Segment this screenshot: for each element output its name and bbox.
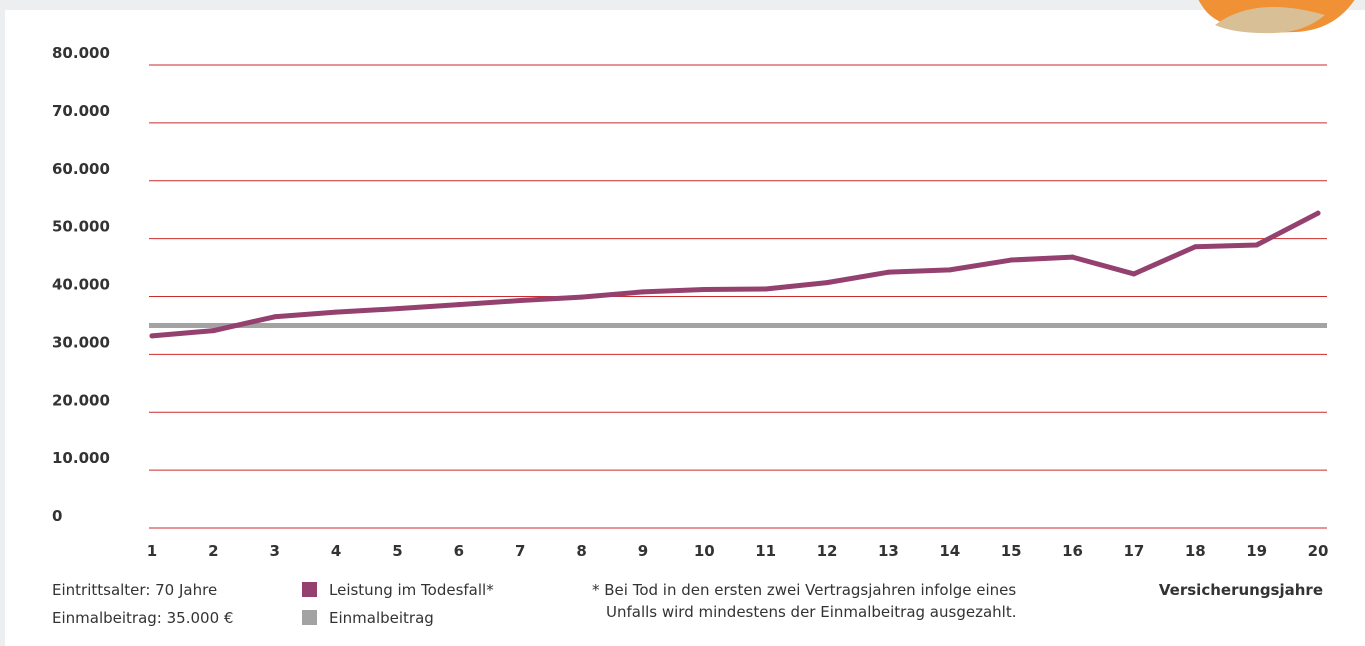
y-tick-label: 40.000 bbox=[52, 276, 110, 294]
y-tick-label: 60.000 bbox=[52, 160, 110, 178]
data-point bbox=[1192, 244, 1198, 250]
x-tick-label: 16 bbox=[1062, 542, 1083, 560]
series-lines bbox=[149, 210, 1327, 339]
x-tick-label: 12 bbox=[817, 542, 838, 560]
x-axis-ticks: 1 2 3 4 5 6 7 8 9 10 11 12 13 14 15 16 17 18 19 20 bbox=[147, 542, 1329, 560]
data-point bbox=[1008, 257, 1014, 263]
data-point bbox=[394, 306, 400, 312]
y-tick-label: 30.000 bbox=[52, 333, 110, 351]
data-point bbox=[333, 309, 339, 315]
x-tick-label: 13 bbox=[878, 542, 899, 560]
x-tick-label: 1 bbox=[147, 542, 157, 560]
x-tick-label: 19 bbox=[1246, 542, 1267, 560]
x-tick-label: 17 bbox=[1123, 542, 1144, 560]
entry-age-text: Eintrittsalter: 70 Jahre bbox=[52, 581, 218, 599]
data-point bbox=[272, 314, 278, 320]
legend-item-death-benefit: Leistung im Todesfall* bbox=[302, 580, 494, 600]
data-point bbox=[210, 328, 216, 334]
legend-swatch-purple bbox=[302, 582, 317, 597]
data-point bbox=[640, 289, 646, 295]
x-tick-label: 9 bbox=[638, 542, 648, 560]
data-point bbox=[1315, 210, 1321, 216]
x-tick-label: 4 bbox=[331, 542, 341, 560]
x-tick-label: 8 bbox=[576, 542, 586, 560]
gridlines bbox=[149, 64, 1327, 529]
y-axis-ticks: 0 10.000 20.000 30.000 40.000 50.000 60.000 70.… bbox=[52, 44, 110, 525]
data-point bbox=[1131, 271, 1137, 277]
footnote-line-1: * Bei Tod in den ersten zwei Vertragsjah… bbox=[592, 581, 1017, 599]
x-tick-label: 18 bbox=[1185, 542, 1206, 560]
data-point bbox=[456, 302, 462, 308]
footnote-line-2: Unfalls wird mindestens der Einmalbeitra… bbox=[606, 603, 1017, 621]
data-point bbox=[701, 287, 707, 293]
premium-text: Einmalbeitrag: 35.000 € bbox=[52, 609, 234, 627]
y-tick-label: 20.000 bbox=[52, 391, 110, 409]
data-point bbox=[947, 267, 953, 273]
data-point bbox=[1070, 254, 1076, 260]
x-tick-label: 7 bbox=[515, 542, 525, 560]
data-point bbox=[824, 280, 830, 286]
y-tick-label: 70.000 bbox=[52, 102, 110, 120]
x-tick-label: 5 bbox=[392, 542, 402, 560]
x-axis-label: Versicherungsjahre bbox=[1158, 581, 1323, 599]
legend-item-single-premium: Einmalbeitrag bbox=[302, 608, 434, 628]
x-tick-label: 20 bbox=[1308, 542, 1329, 560]
legend-swatch-gray bbox=[302, 610, 317, 625]
x-tick-label: 10 bbox=[694, 542, 715, 560]
x-tick-label: 15 bbox=[1001, 542, 1022, 560]
x-tick-label: 6 bbox=[454, 542, 464, 560]
x-tick-label: 2 bbox=[208, 542, 218, 560]
corner-badge-icon bbox=[1198, 0, 1355, 34]
series-line-leistung-todesfall bbox=[149, 210, 1321, 339]
legend-label-death-benefit: Leistung im Todesfall* bbox=[329, 581, 494, 599]
data-point bbox=[517, 298, 523, 304]
data-point bbox=[579, 294, 585, 300]
x-tick-label: 14 bbox=[939, 542, 960, 560]
data-point bbox=[885, 269, 891, 275]
data-point bbox=[1254, 242, 1260, 248]
y-tick-label: 10.000 bbox=[52, 449, 110, 467]
x-tick-label: 3 bbox=[270, 542, 280, 560]
x-tick-label: 11 bbox=[755, 542, 776, 560]
y-tick-label: 0 bbox=[52, 507, 62, 525]
data-point bbox=[763, 286, 769, 292]
data-point bbox=[149, 333, 155, 339]
y-tick-label: 80.000 bbox=[52, 44, 110, 62]
legend-label-single-premium: Einmalbeitrag bbox=[329, 609, 434, 627]
y-tick-label: 50.000 bbox=[52, 218, 110, 236]
